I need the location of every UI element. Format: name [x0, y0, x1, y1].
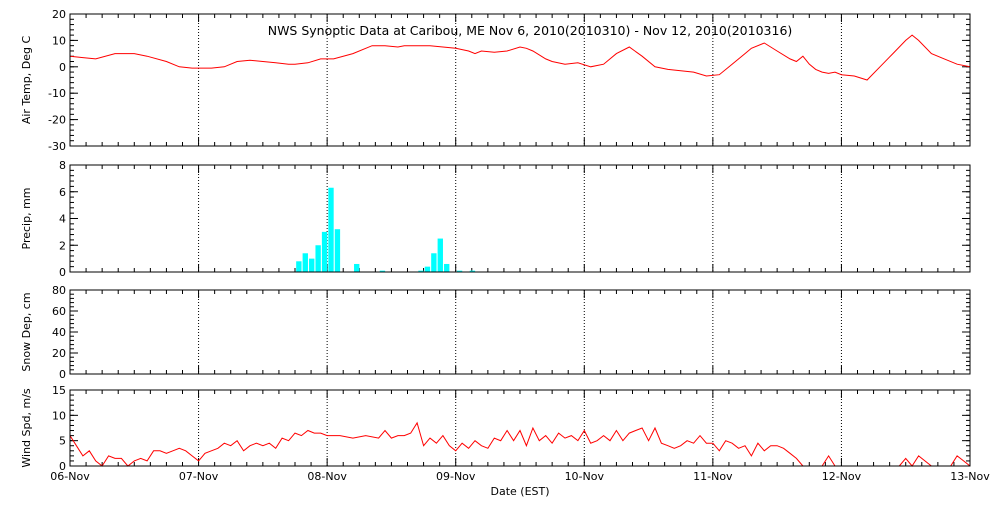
x-tick-label: 13-Nov — [950, 470, 990, 483]
precip-bar — [444, 263, 450, 272]
x-tick-label: 12-Nov — [822, 470, 862, 483]
precip-bar — [321, 231, 328, 272]
chart-title: NWS Synoptic Data at Caribou, ME Nov 6, … — [268, 23, 793, 38]
y-tick-label: 4 — [59, 213, 66, 226]
precip-bar — [296, 261, 302, 272]
y-tick-label: 0 — [59, 266, 66, 279]
x-tick-label: 06-Nov — [50, 470, 90, 483]
y-tick-label: -30 — [48, 140, 66, 153]
precip-bar — [424, 266, 431, 272]
x-tick-label: 07-Nov — [179, 470, 219, 483]
y-tick-label: 5 — [59, 435, 66, 448]
precip-bar — [431, 253, 437, 272]
x-tick-label: 09-Nov — [436, 470, 476, 483]
y-tick-label: 6 — [59, 186, 66, 199]
x-tick-label: 08-Nov — [307, 470, 347, 483]
panel-frame — [69, 13, 971, 147]
y-tick-label: 15 — [52, 384, 66, 397]
y-axis-label: Wind Spd, m/s — [20, 388, 33, 468]
x-tick-label: 10-Nov — [565, 470, 605, 483]
y-tick-label: 10 — [52, 34, 66, 47]
x-axis-label: Date (EST) — [490, 485, 549, 498]
y-tick-label: 0 — [59, 368, 66, 381]
precip-bar — [309, 258, 315, 272]
y-axis-label: Snow Dep, cm — [20, 292, 33, 371]
x-tick-label: 11-Nov — [693, 470, 733, 483]
series-line — [69, 421, 971, 467]
precip-bar — [334, 229, 341, 272]
y-tick-label: 80 — [52, 284, 66, 297]
precip-bar — [379, 270, 386, 272]
y-tick-label: -20 — [48, 114, 66, 127]
y-tick-label: 20 — [52, 8, 66, 21]
y-tick-label: 60 — [52, 305, 66, 318]
y-tick-label: 40 — [52, 326, 66, 339]
y-tick-label: 8 — [59, 159, 66, 172]
series-line — [69, 34, 971, 81]
panel-frame — [69, 289, 971, 375]
y-tick-label: 10 — [52, 409, 66, 422]
precip-bar — [456, 270, 463, 272]
precip-bar — [469, 270, 476, 272]
panel-frame — [69, 389, 971, 467]
y-axis-label: Precip, mm — [20, 188, 33, 250]
y-axis-label: Air Temp, Deg C — [20, 36, 33, 125]
precip-bar — [328, 187, 334, 272]
y-tick-label: 2 — [59, 239, 66, 252]
precip-bar — [315, 245, 321, 272]
precip-bar — [354, 263, 360, 272]
precip-bar — [302, 253, 308, 272]
y-tick-label: -10 — [48, 87, 66, 100]
precip-bar — [418, 270, 424, 272]
y-tick-label: 20 — [52, 347, 66, 360]
y-tick-label: 0 — [59, 460, 66, 473]
precip-bar — [437, 238, 443, 272]
y-tick-label: 0 — [59, 61, 66, 74]
panel-frame — [69, 164, 971, 273]
